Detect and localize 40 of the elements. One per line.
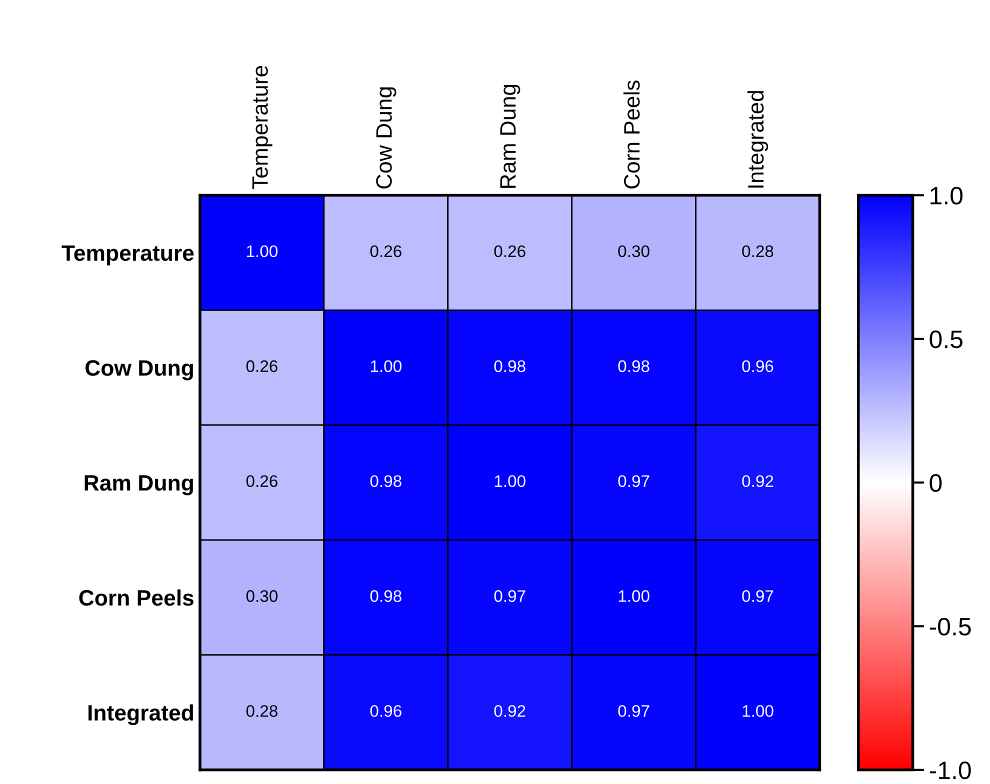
color-bar-label: -0.5	[930, 618, 971, 636]
data-label: 0.26	[494, 245, 526, 258]
data-label: 0.98	[370, 590, 402, 602]
data-label: 0.98	[618, 360, 650, 372]
color-bar-label: 0	[930, 474, 942, 492]
x-tick-label: Integrated	[747, 91, 768, 188]
x-tick-label: Ram Dung	[500, 84, 520, 188]
data-label: 0.96	[742, 360, 774, 372]
y-tick-label: Cow Dung	[85, 360, 193, 380]
data-label: 0.96	[370, 705, 402, 717]
data-label: 0.97	[618, 475, 650, 488]
color-bar-label: 1.0	[930, 186, 963, 205]
data-label: 0.26	[246, 475, 278, 488]
x-tick-label: Temperature	[252, 66, 272, 190]
data-label: 0.97	[742, 590, 774, 602]
data-label: 0.97	[494, 590, 526, 602]
y-tick-label: Corn Peels	[79, 589, 194, 606]
data-label: 1.00	[618, 590, 650, 602]
data-label: 1.00	[494, 475, 526, 488]
data-label: 1.00	[247, 245, 278, 258]
data-label: 0.92	[494, 705, 526, 717]
y-tick-label: Ram Dung	[84, 475, 193, 496]
data-label: 0.28	[742, 245, 774, 258]
data-label: 0.98	[370, 475, 402, 488]
data-label: 0.30	[246, 590, 278, 602]
color-bar-label: 0.5	[930, 330, 962, 348]
y-tick-label: Temperature	[62, 245, 194, 266]
data-label: 0.26	[246, 360, 278, 372]
data-label: 0.98	[494, 360, 526, 372]
data-label: 0.26	[370, 245, 402, 258]
data-label: 0.92	[742, 475, 774, 488]
data-label: 0.97	[618, 705, 650, 717]
data-label: 1.00	[742, 705, 774, 717]
data-label: 1.00	[370, 360, 402, 372]
data-label: 0.30	[618, 245, 650, 258]
x-tick-label: Cow Dung	[376, 87, 396, 189]
color-bar-label: -1.0	[930, 761, 971, 780]
y-tick-label: Integrated	[88, 704, 193, 726]
data-label: 0.28	[246, 705, 278, 717]
x-tick-label: Corn Peels	[623, 80, 640, 189]
